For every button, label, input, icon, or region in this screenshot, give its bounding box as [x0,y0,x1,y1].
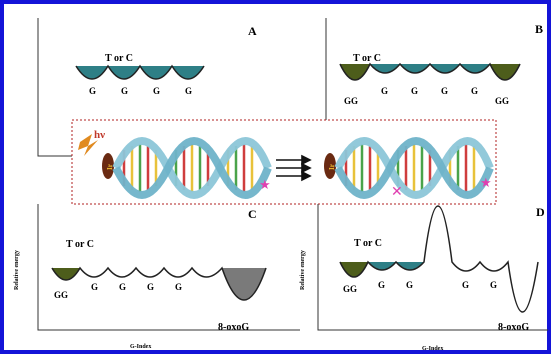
panel-c-letter: C [248,207,257,221]
lightning-icon [78,134,98,156]
panel-a-axes [37,18,78,157]
panel-b-g-1: G [381,86,388,96]
panel-d-label: T or C [354,238,382,249]
panel-d: Relative energy G-Index D T or C GG G G … [300,204,548,352]
panel-b-gg-right: GG [495,96,509,106]
panel-d-oxo: 8-oxoG [498,322,529,333]
panel-c-g-2: G [119,282,126,292]
panel-d-ylabel: Relative energy [300,250,306,290]
panel-a-label: T or C [105,53,133,64]
panel-c: Relative energy G-Index C T or C GG G G … [14,204,300,350]
panel-d-g-3: G [462,280,469,290]
star-icon-right: ★ [480,175,492,190]
panel-c-g-3: G [147,282,154,292]
ir-label-right: Ir [328,164,336,170]
panel-c-g-4: G [175,282,182,292]
panel-a-g-4: G [185,86,192,96]
damage-x-icon: ✕ [391,185,403,200]
panel-c-xlabel: G-Index [130,344,151,350]
panel-b-g-3: G [441,86,448,96]
panel-b-letter: B [535,22,543,36]
panel-b-label: T or C [353,53,381,64]
ir-complex-right-icon [324,153,336,179]
panel-d-letter: D [536,205,545,219]
star-icon-left: ★ [259,177,271,192]
ir-label-left: Ir [106,164,114,170]
panel-c-gg: GG [54,290,68,300]
panel-d-g-4: G [490,280,497,290]
hv-label: hν [94,129,105,141]
ir-complex-left-icon [102,153,114,179]
panel-b-gg-left: GG [344,96,358,106]
panel-b-energy-curve [339,62,521,81]
panel-a: A T or C G G G G [37,18,257,157]
panel-d-xlabel: G-Index [422,346,443,352]
panel-b: B T or C GG G G G G GG [300,18,543,157]
panel-c-ylabel: Relative energy [14,250,20,290]
panel-d-axes [317,204,548,331]
panel-c-g-1: G [91,282,98,292]
panel-d-g-2: G [406,280,413,290]
panel-d-energy-curve [339,205,539,313]
panel-a-g-2: G [121,86,128,96]
center-dna-box: hν Ir ★ [71,119,497,205]
reaction-arrows-icon [276,154,312,182]
panel-c-energy-curve [51,266,267,301]
dna-helix-left-icon [112,137,272,199]
panel-b-g-4: G [471,86,478,96]
panel-c-label: T or C [66,239,94,250]
panel-b-g-2: G [411,86,418,96]
panel-a-g-3: G [153,86,160,96]
panel-d-g-1: G [378,280,385,290]
panel-a-letter: A [248,24,257,38]
dna-helix-right-icon [334,137,494,199]
panel-c-oxo: 8-oxoG [218,322,249,333]
panel-c-axes [37,204,300,331]
panel-a-g-1: G [89,86,96,96]
panel-a-energy-curve [75,64,205,80]
panel-d-gg: GG [343,284,357,294]
